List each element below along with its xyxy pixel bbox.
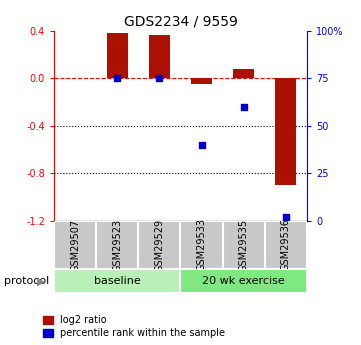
Text: ▶: ▶ [37,276,46,286]
Bar [107,33,128,79]
Bar [54,269,180,293]
Point [283,214,289,220]
Bar [233,69,254,79]
Bar [265,221,307,269]
Text: GSM29507: GSM29507 [70,218,80,272]
Bar [54,221,96,269]
Bar [180,269,307,293]
Point [114,76,120,81]
Text: GSM29536: GSM29536 [281,218,291,272]
Title: GDS2234 / 9559: GDS2234 / 9559 [123,14,238,29]
Text: 20 wk exercise: 20 wk exercise [202,276,285,286]
Bar [275,79,296,185]
Text: GSM29529: GSM29529 [155,218,165,272]
Point [157,76,162,81]
Text: GSM29535: GSM29535 [239,218,249,272]
Bar [138,221,180,269]
Bar [180,221,223,269]
Text: protocol: protocol [4,276,49,286]
Point [241,104,247,110]
Bar [96,221,138,269]
Legend: log2 ratio, percentile rank within the sample: log2 ratio, percentile rank within the s… [41,313,227,340]
Bar [149,34,170,79]
Point [199,142,204,148]
Text: baseline: baseline [94,276,141,286]
Bar [191,79,212,85]
Bar [223,221,265,269]
Text: GSM29523: GSM29523 [112,218,122,272]
Text: GSM29533: GSM29533 [196,218,206,272]
